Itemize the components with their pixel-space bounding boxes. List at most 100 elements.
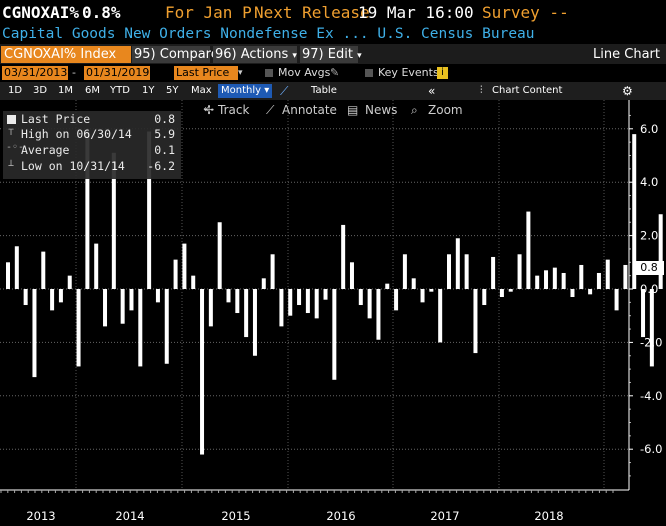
- pencil-icon[interactable]: ✎: [330, 66, 340, 79]
- legend-panel: Last Price 0.8 ⊤ High on 06/30/14 5.9 -◦…: [3, 111, 181, 179]
- bar: [14, 246, 19, 289]
- track-button[interactable]: Track: [218, 103, 250, 117]
- mov-avgs-checkbox[interactable]: [265, 69, 273, 77]
- zoom-button[interactable]: Zoom: [428, 103, 463, 117]
- info-icon[interactable]: i: [437, 67, 448, 79]
- edit-tab[interactable]: 97) Edit ▾: [300, 46, 362, 63]
- bar: [200, 289, 205, 455]
- bar: [658, 214, 663, 289]
- bar: [349, 262, 354, 289]
- chevron-down-icon[interactable]: ▾: [238, 68, 243, 78]
- bar: [226, 289, 231, 303]
- bar: [138, 289, 143, 367]
- legend-average-label: Average: [21, 143, 70, 157]
- bar: [332, 289, 337, 380]
- bar: [129, 289, 134, 311]
- bar: [570, 289, 575, 298]
- bar: [588, 289, 593, 295]
- price-field-select[interactable]: Last Price: [174, 66, 238, 80]
- y-tick-label: 4.0: [640, 175, 658, 189]
- bar: [579, 264, 584, 289]
- bar: [111, 152, 116, 289]
- period-1y[interactable]: 1Y: [142, 85, 155, 96]
- bar: [367, 289, 372, 319]
- bar: [517, 254, 522, 289]
- for-label: For Jan P: [165, 3, 252, 22]
- line-chart-icon[interactable]: ⟋: [280, 84, 289, 98]
- key-events-checkbox[interactable]: [365, 69, 373, 77]
- ticker-label: CGNOXAI%: [2, 3, 80, 22]
- y-tick-label: 6.0: [640, 122, 658, 136]
- bar: [482, 289, 487, 306]
- bar: [270, 254, 275, 289]
- bar: [50, 289, 55, 311]
- actions-label: 96) Actions: [215, 47, 289, 62]
- description-row: Capital Goods New Orders Nondefense Ex .…: [0, 24, 666, 44]
- period-6m[interactable]: 6M: [85, 85, 100, 96]
- bar: [208, 289, 213, 327]
- bar: [385, 283, 390, 289]
- bar: [491, 256, 496, 289]
- collapse-left-icon[interactable]: «: [428, 84, 436, 98]
- compare-tab[interactable]: 95) Compare: [132, 46, 219, 63]
- cursor-icon[interactable]: ✢: [204, 103, 215, 117]
- bar: [155, 289, 160, 303]
- next-release-value: 19 Mar 16:00: [358, 3, 474, 22]
- zoom-icon[interactable]: ⌕: [411, 103, 418, 117]
- bar: [394, 289, 399, 311]
- legend-high-value: 5.9: [154, 127, 175, 141]
- bar: [147, 131, 152, 289]
- key-events-label[interactable]: Key Events: [378, 66, 439, 79]
- bar: [288, 289, 293, 316]
- period-3d[interactable]: 3D: [33, 85, 48, 96]
- bar: [473, 289, 478, 354]
- chart-content-button[interactable]: Chart Content: [492, 85, 563, 96]
- annotate-button[interactable]: Annotate: [282, 103, 337, 117]
- news-button[interactable]: News: [365, 103, 398, 117]
- bar: [464, 254, 469, 289]
- legend-low-label: Low on 10/31/14: [21, 159, 125, 173]
- bar: [614, 289, 619, 311]
- bar: [341, 224, 346, 289]
- gear-icon[interactable]: ⚙: [622, 84, 633, 98]
- bar: [649, 289, 654, 367]
- period-ytd[interactable]: YTD: [110, 85, 130, 96]
- caret-down-icon: ▾: [357, 51, 362, 61]
- y-tick-label: -4.0: [640, 389, 662, 403]
- collapse-icon[interactable]: «: [203, 104, 210, 115]
- end-date-field[interactable]: 01/31/2019: [84, 66, 150, 80]
- news-icon[interactable]: ▤: [347, 103, 359, 117]
- period-1m[interactable]: 1M: [58, 85, 73, 96]
- x-year-label: 2016: [326, 509, 355, 523]
- bar: [402, 254, 407, 289]
- caret-down-icon: ▾: [292, 51, 297, 61]
- mov-avgs-label[interactable]: Mov Avgs: [278, 66, 331, 79]
- index-tab[interactable]: CGNOXAI% Index: [1, 46, 131, 63]
- bar: [499, 289, 504, 298]
- chart-type-label[interactable]: Line Chart: [593, 47, 660, 62]
- survey-label: Survey --: [482, 3, 569, 22]
- period-max[interactable]: Max: [191, 85, 212, 96]
- bar: [120, 289, 125, 324]
- actions-tab[interactable]: 96) Actions ▾: [213, 46, 297, 63]
- x-year-label: 2018: [534, 509, 563, 523]
- bar: [94, 243, 99, 289]
- bar: [420, 289, 425, 303]
- period-5y[interactable]: 5Y: [166, 85, 179, 96]
- bar: [279, 289, 284, 327]
- y-tick-label: -6.0: [640, 442, 662, 456]
- low-marker-icon: ⊥: [8, 158, 15, 169]
- table-button[interactable]: Table: [311, 85, 337, 96]
- bar: [323, 289, 328, 300]
- start-date-field[interactable]: 03/31/2013: [2, 66, 68, 80]
- bar: [411, 278, 416, 289]
- frequency-select[interactable]: Monthly ▾: [218, 84, 273, 98]
- annotate-icon[interactable]: ⟋: [266, 103, 275, 117]
- bar: [552, 267, 557, 289]
- x-year-label: 2015: [221, 509, 250, 523]
- bar: [244, 289, 249, 338]
- bar: [252, 289, 257, 356]
- bar: [191, 275, 196, 289]
- bar-chart: 6.04.02.00.0-2.0-4.0-6.02013201420152016…: [0, 100, 663, 523]
- period-1d[interactable]: 1D: [8, 85, 23, 96]
